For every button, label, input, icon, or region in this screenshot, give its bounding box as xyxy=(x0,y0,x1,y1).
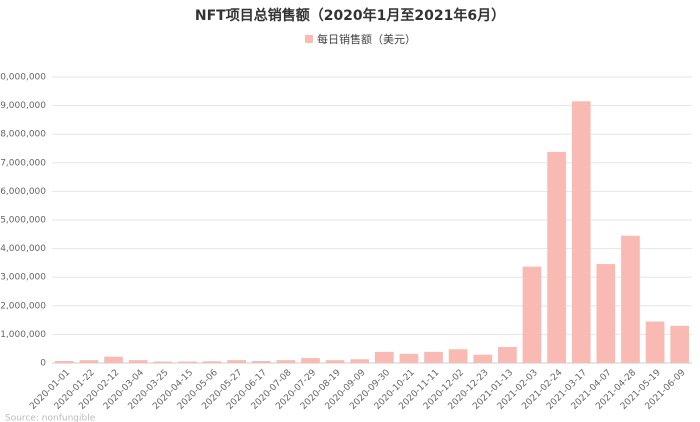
bar xyxy=(424,351,443,363)
y-tick-label: 5,000,000 xyxy=(0,216,46,226)
bar xyxy=(571,101,591,363)
bar xyxy=(301,358,320,363)
bar xyxy=(251,360,271,363)
bar xyxy=(54,360,74,363)
y-tick-label: 8,000,000 xyxy=(0,130,46,140)
bar xyxy=(522,266,542,363)
bar xyxy=(227,360,246,363)
bar xyxy=(276,360,296,363)
bar xyxy=(498,346,517,363)
bar xyxy=(547,151,566,363)
y-tick-label: 3,000,000 xyxy=(0,273,46,283)
bar xyxy=(596,264,616,363)
legend-swatch xyxy=(305,35,313,43)
bar xyxy=(325,360,345,363)
bar xyxy=(399,353,419,363)
bar xyxy=(448,349,468,363)
bar xyxy=(374,351,394,363)
y-tick-label: 1,000,000 xyxy=(0,330,46,340)
y-tick-label: 2,000,000 xyxy=(0,301,46,311)
bar xyxy=(202,361,222,363)
source: Source: nonfungible xyxy=(5,414,96,422)
bar xyxy=(128,360,148,363)
bar xyxy=(645,321,665,363)
bar xyxy=(178,361,197,363)
y-tick-label: 0 xyxy=(40,359,46,369)
y-tick-label: 9,000,000 xyxy=(0,101,46,111)
bar xyxy=(350,359,370,363)
y-tick-label: 10,000,000 xyxy=(0,73,46,83)
y-tick-label: 4,000,000 xyxy=(0,244,46,254)
chart-title: NFT项目总销售额（2020年1月至2021年6月） xyxy=(195,7,505,24)
bar xyxy=(79,360,99,363)
bar xyxy=(104,356,123,363)
y-tick-label: 6,000,000 xyxy=(0,187,46,197)
bar xyxy=(670,325,690,363)
bar xyxy=(473,354,493,363)
y-tick-label: 7,000,000 xyxy=(0,158,46,168)
bar xyxy=(153,361,173,363)
bar xyxy=(621,235,640,363)
legend-label: 每日销售额（美元） xyxy=(317,32,416,46)
